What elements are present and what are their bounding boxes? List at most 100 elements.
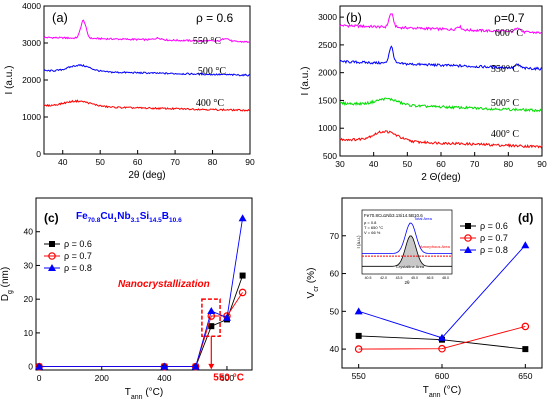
panel-c-grain-size-chart: 0 200 400 600 0 10 20 30 40 ρ = 0.6 ρ = 0.7 ρ = 0.8… <box>0 197 253 401</box>
panel-c-panel-label: (c) <box>44 211 59 225</box>
inset-xtick-label: 42.0 <box>380 276 387 280</box>
panel-c-data-point <box>160 362 169 370</box>
panel-a-ytick-label: 0 <box>36 149 41 159</box>
inset-xtick-label: 45.0 <box>411 276 418 280</box>
panel-c-data-point <box>222 313 231 321</box>
panel-d-data-point <box>438 344 446 353</box>
panel-a-rho-label: ρ = 0.6 <box>196 11 234 25</box>
panel-a-xtick-label: 70 <box>170 157 180 167</box>
panel-c-series-line <box>39 218 244 368</box>
panel-b-xrd-chart: 30 40 50 60 70 80 90 500 1000 1500 2000 2500 3000 600… <box>300 5 547 183</box>
inset-xtick-label: 48.0 <box>442 276 449 280</box>
panel-c-ytick-label: 0 <box>28 362 33 372</box>
panel-b-xlabel: 2 Θ(deg) <box>421 172 460 183</box>
panel-d-legend-label: ρ = 0.6 <box>480 221 508 231</box>
inset-amorphous-label: Amorphous Area <box>420 244 451 249</box>
inset-xlabel: 2θ <box>404 280 410 285</box>
panel-a-xtick-label: 90 <box>245 157 255 167</box>
panel-c-data-point <box>207 306 216 314</box>
inset-xtick-label: 40.5 <box>365 276 372 280</box>
panel-c-legend-marker <box>48 264 56 271</box>
panel-b-xtick-label: 50 <box>403 159 413 169</box>
panel-b-series-label: 500° C <box>491 98 519 109</box>
panel-d-ytick-label: 50 <box>330 306 340 316</box>
panel-d-legend-label: ρ = 0.7 <box>480 233 508 243</box>
panel-d-legend-marker <box>464 246 472 253</box>
panel-a-series-line <box>43 99 251 112</box>
panel-b-ytick-label: 1000 <box>318 123 337 133</box>
inset-xtick-label: 46.5 <box>427 276 434 280</box>
inset-param-line: V = 66 % <box>364 230 381 235</box>
panel-a-ylabel: I (a.u.) <box>4 66 15 95</box>
panel-a-series-line <box>43 19 251 43</box>
panel-a-ytick-label: 3000 <box>22 38 41 48</box>
annealing-arrow-head <box>208 363 215 370</box>
nanocrystallization-box <box>201 298 221 338</box>
panel-a-ytick-label: 2000 <box>22 75 41 85</box>
panel-a-xtick-label: 80 <box>208 157 218 167</box>
panel-b-xtick-label: 80 <box>504 159 514 169</box>
panel-d-data-point <box>438 333 446 341</box>
panel-b-ytick-label: 2000 <box>318 68 337 78</box>
panel-b-series-label: 600° C <box>495 28 523 39</box>
panel-d-legend-marker <box>464 234 472 242</box>
panel-a-ytick-label: 4000 <box>22 1 41 11</box>
panel-c-data-point <box>239 272 246 279</box>
panel-c-legend-label: ρ = 0.8 <box>64 263 92 273</box>
panel-c-series-line <box>39 292 243 368</box>
panel-c-legend-marker <box>49 241 55 247</box>
panel-c-xtick-label: 0 <box>37 373 42 383</box>
panel-c-data-point <box>35 362 44 370</box>
panel-c-xtick-label: 400 <box>157 373 171 383</box>
panel-d-data-point <box>521 241 530 249</box>
panel-a-series-label: 500 °C <box>198 66 226 77</box>
panel-c-xtick-label: 600 <box>220 373 234 383</box>
panel-b-series-label: 550° C <box>491 64 519 75</box>
panel-c-ylabel: Dg (nm) <box>0 267 14 301</box>
panel-d-ytick-label: 60 <box>330 269 340 279</box>
panel-d-panel-label: (d) <box>518 211 533 225</box>
panel-b-xtick-label: 60 <box>436 159 446 169</box>
panel-d-data-point <box>522 346 529 353</box>
panel-b-series-line <box>339 97 543 113</box>
panel-c-data-point <box>191 362 200 370</box>
panel-c-xlabel: Tann (°C) <box>125 387 163 401</box>
panel-d-xtick-label: 550 <box>352 371 366 381</box>
panel-b-ytick-label: 1500 <box>318 95 337 105</box>
panel-a-xlabel: 2θ (deg) <box>128 170 165 181</box>
inset-param-line: T = 650 °C <box>364 225 383 230</box>
composition-label: Fe70.8Cu1Nb3.1Si14.5B10.6 <box>76 211 182 224</box>
panel-a-series-label: 550 °C <box>193 36 221 47</box>
panel-a-frame <box>43 5 251 155</box>
panel-d-data-point <box>521 322 530 331</box>
panel-c-legend-label: ρ = 0.7 <box>64 251 92 261</box>
panel-c-data-point <box>238 214 247 222</box>
panel-b-series-line <box>339 45 543 71</box>
inset-param-line: ρ = 0.8 <box>364 220 377 225</box>
panel-d-ytick-label: 70 <box>330 231 340 241</box>
panel-c-ytick-label: 40 <box>24 227 34 237</box>
panel-b-series-label: 400° C <box>491 129 519 140</box>
panel-a-series-label: 400 °C <box>196 98 224 109</box>
panel-b-ytick-label: 500 <box>323 151 337 161</box>
panel-a-ytick-label: 1000 <box>22 112 41 122</box>
panel-d-legend-label: ρ = 0.8 <box>480 245 508 255</box>
panel-c-ytick-label: 30 <box>24 260 34 270</box>
panel-d-crystalline-volume-chart: 550 600 650 40 50 60 70 ρ = 0.6 ρ = 0.7 ρ = 0.8 (d… <box>306 197 543 399</box>
panel-d-series-line <box>358 325 526 350</box>
panel-b-xtick-label: 30 <box>335 159 345 169</box>
panel-b-ytick-label: 3000 <box>318 12 337 22</box>
nanocrystallization-annotation: Nanocrystallization <box>118 279 210 290</box>
panel-c-xtick-label: 200 <box>95 373 109 383</box>
panel-b-series-line <box>339 130 543 149</box>
panel-d-ytick-label: 40 <box>330 344 340 354</box>
inset-ylabel: I (a.u.) <box>356 235 361 249</box>
panel-b-xtick-label: 70 <box>470 159 480 169</box>
panel-d-ylabel: Vcr (%) <box>306 268 320 299</box>
panel-d-xtick-label: 600 <box>435 371 449 381</box>
inset-crystalline-area <box>362 235 452 267</box>
panel-d-legend-marker <box>465 223 471 229</box>
panel-c-data-point <box>208 323 215 330</box>
panel-d-xlabel: Tann (°C) <box>423 385 461 399</box>
panel-b-panel-label: (b) <box>346 10 362 25</box>
